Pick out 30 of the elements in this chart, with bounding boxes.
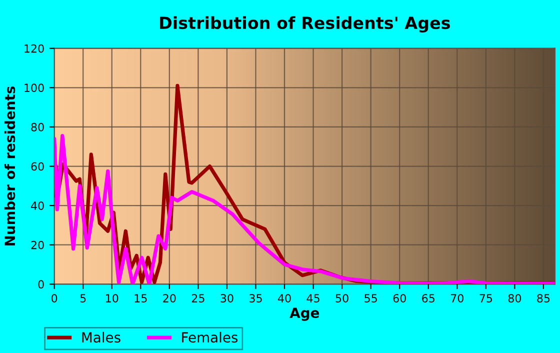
y-axis-title: Number of residents [4, 86, 16, 246]
x-tick-label: 15 [134, 294, 147, 302]
x-tick-label: 85 [537, 294, 550, 302]
x-tick-label: 35 [250, 294, 262, 302]
y-tick-label: 120 [24, 44, 44, 53]
x-tick-label: 5 [80, 294, 86, 302]
x-tick-label: 0 [52, 294, 58, 302]
legend-label: Males [82, 332, 120, 343]
x-tick-label: 55 [364, 294, 377, 302]
x-tick-label: 45 [306, 294, 320, 302]
x-tick-label: 20 [163, 294, 176, 302]
x-tick-label: 25 [192, 294, 204, 302]
x-tick-label: 60 [393, 294, 406, 302]
x-tick-label: 40 [278, 294, 291, 302]
x-tick-label: 75 [480, 294, 492, 302]
legend-label: Females [182, 332, 238, 343]
x-tick-label: 30 [220, 294, 234, 302]
y-tick-label: 60 [31, 162, 44, 171]
x-tick-label: 50 [336, 294, 348, 302]
x-tick-label: 70 [450, 294, 464, 302]
y-tick-label: 100 [24, 84, 44, 92]
x-tick-label: 80 [508, 294, 522, 302]
y-tick-label: 80 [31, 122, 44, 132]
y-tick-label: 40 [31, 202, 44, 210]
x-axis-title: Age [290, 308, 320, 321]
x-tick-label: 65 [422, 294, 434, 302]
x-tick-label: 10 [106, 294, 118, 302]
chart-title: Distribution of Residents' Ages [160, 16, 450, 33]
y-tick-label: 0 [38, 280, 44, 289]
y-tick-label: 20 [31, 240, 44, 250]
